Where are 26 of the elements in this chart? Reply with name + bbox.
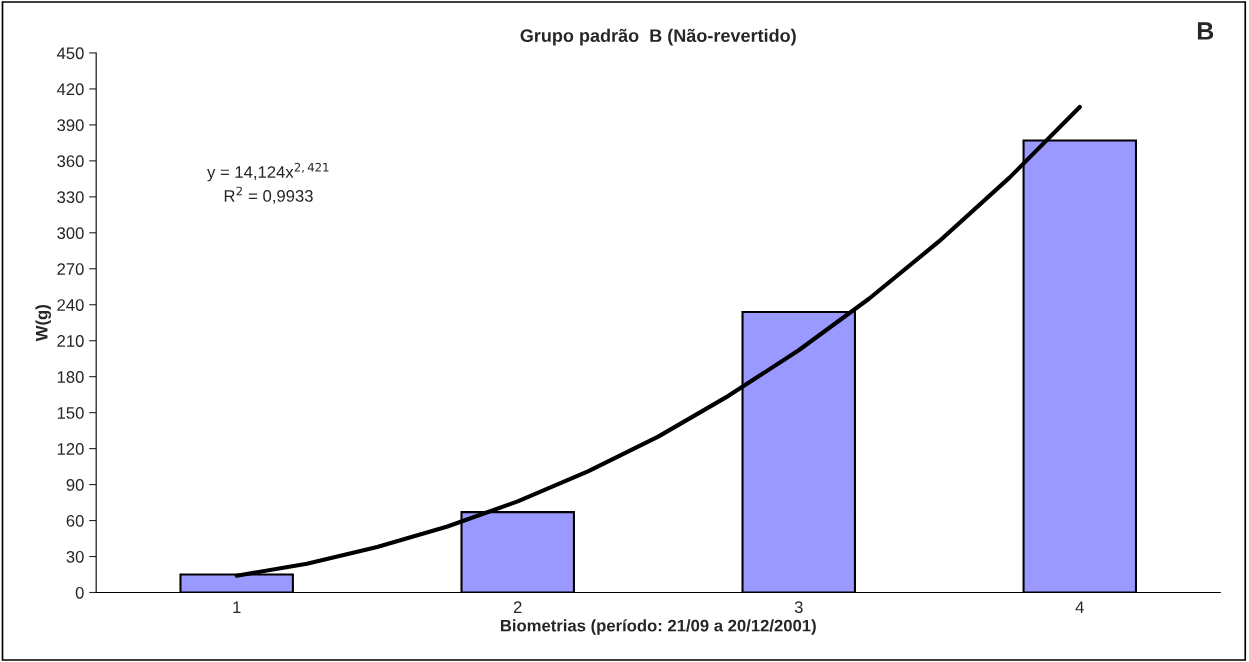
x-axis-title: Biometrias (período: 21/09 a 20/12/2001) <box>500 619 816 635</box>
x-tick-label: 4 <box>1075 601 1084 613</box>
y-tick-label: 0 <box>75 586 84 599</box>
y-tick-label: 60 <box>66 514 84 527</box>
x-tick-label: 2 <box>513 601 522 613</box>
y-tick-label: 330 <box>57 191 84 204</box>
y-tick-label: 210 <box>57 335 84 347</box>
y-tick-label: 360 <box>57 155 84 168</box>
x-tick-label: 3 <box>794 601 803 614</box>
y-tick-label: 90 <box>66 478 84 491</box>
y-tick-label: 30 <box>66 550 84 563</box>
y-tick-label: 270 <box>57 263 84 275</box>
y-tick-label: 420 <box>56 83 84 96</box>
x-tick-label: 1 <box>233 601 241 613</box>
y-tick-label: 300 <box>57 227 84 240</box>
annotation: R$^{2}$ = 0,9933 <box>224 186 313 204</box>
y-tick-label: 390 <box>57 119 84 132</box>
y-tick-label: 180 <box>57 371 84 383</box>
text: B <box>1197 22 1214 40</box>
y-tick-label: 240 <box>57 299 84 311</box>
y-tick-label: 120 <box>57 443 84 455</box>
annotation: y = 14,124x$^{2,421}$ <box>207 162 329 182</box>
y-tick-label: 450 <box>56 47 84 60</box>
y-tick-label: 150 <box>57 407 84 419</box>
y-axis-title: W(g) <box>35 305 52 342</box>
chart-title: Grupo padrão B (Não-revertido) <box>520 28 796 46</box>
